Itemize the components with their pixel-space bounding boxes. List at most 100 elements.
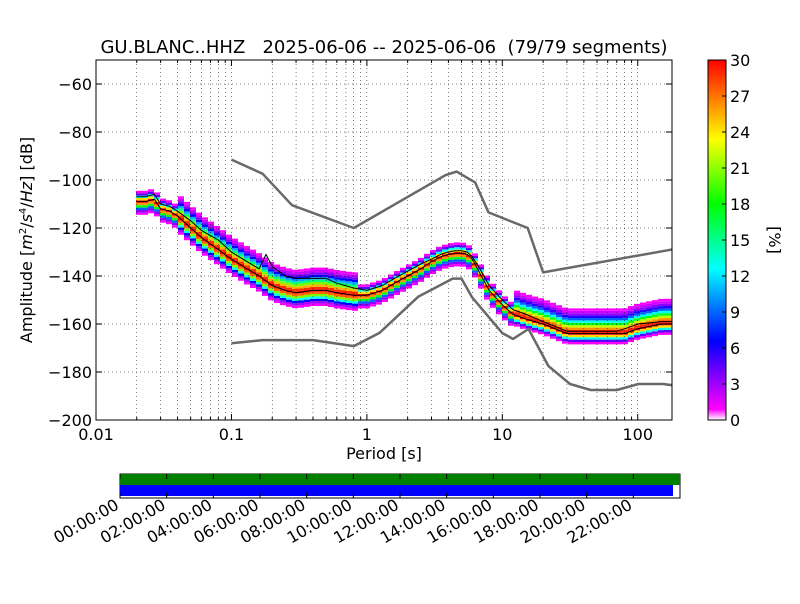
histogram-cell — [628, 327, 634, 331]
histogram-cell — [196, 248, 202, 252]
histogram-cell — [310, 296, 316, 299]
histogram-cell — [262, 283, 268, 287]
histogram-cell — [322, 267, 328, 270]
histogram-cell — [508, 318, 514, 321]
x-tick-label: 1 — [362, 425, 372, 444]
histogram-cell — [280, 285, 286, 289]
histogram-cell — [292, 298, 298, 301]
histogram-cell — [652, 314, 658, 317]
histogram-cell — [154, 204, 160, 207]
histogram-cell — [196, 246, 202, 249]
histogram-cell — [274, 278, 280, 282]
histogram-cell — [226, 251, 232, 254]
histogram-cell — [544, 305, 550, 308]
histogram-cell — [418, 257, 424, 261]
histogram-cell — [628, 339, 634, 343]
histogram-cell — [526, 302, 532, 305]
histogram-cell — [172, 225, 178, 228]
histogram-cell — [646, 327, 652, 331]
histogram-cell — [274, 271, 280, 275]
histogram-cell — [166, 202, 172, 206]
histogram-cell — [316, 298, 322, 302]
histogram-cell — [592, 315, 598, 318]
histogram-cell — [310, 294, 316, 297]
histogram-cell — [460, 259, 466, 262]
y-tick-label: −180 — [48, 363, 92, 382]
histogram-cell — [514, 321, 520, 325]
histogram-cell — [448, 245, 454, 248]
colorbar-label: [%] — [765, 226, 784, 254]
plot-background — [96, 60, 672, 420]
histogram-cell — [280, 293, 286, 296]
histogram-cell — [670, 325, 672, 328]
histogram-cell — [370, 301, 376, 305]
histogram-cell — [346, 278, 352, 282]
histogram-cell — [142, 207, 148, 210]
histogram-cell — [160, 220, 166, 223]
histogram-cell — [262, 286, 268, 289]
histogram-cell — [328, 299, 334, 303]
histogram-cell — [544, 333, 550, 337]
histogram-cell — [232, 250, 238, 254]
histogram-cell — [634, 318, 640, 321]
histogram-cell — [652, 316, 658, 320]
histogram-cell — [142, 190, 148, 194]
histogram-cell — [562, 326, 568, 330]
histogram-cell — [334, 294, 340, 297]
histogram-cell — [328, 292, 334, 296]
histogram-cell — [622, 329, 628, 333]
histogram-cell — [424, 265, 430, 269]
histogram-cell — [244, 282, 250, 285]
histogram-cell — [166, 219, 172, 222]
histogram-cell — [652, 321, 658, 325]
histogram-cell — [400, 282, 406, 285]
histogram-cell — [556, 331, 562, 335]
histogram-cell — [250, 283, 256, 286]
histogram-cell — [232, 245, 238, 249]
histogram-cell — [256, 277, 262, 280]
histogram-cell — [286, 282, 292, 286]
histogram-cell — [604, 322, 610, 326]
histogram-cell — [460, 245, 466, 248]
histogram-cell — [154, 211, 160, 214]
grid — [95, 60, 672, 420]
histogram-cell — [328, 275, 334, 279]
histogram-cell — [190, 231, 196, 234]
histogram-cell — [448, 255, 454, 258]
histogram-cell — [304, 270, 310, 274]
histogram-cell — [316, 286, 322, 290]
histogram-cell — [556, 336, 562, 339]
histogram-cell — [256, 257, 262, 261]
histogram-cell — [550, 314, 556, 318]
histogram-cell — [514, 324, 520, 327]
histogram-cell — [184, 233, 190, 236]
histogram-cell — [418, 277, 424, 280]
histogram-cell — [196, 236, 202, 240]
histogram-cell — [574, 327, 580, 330]
histogram-cell — [586, 337, 592, 340]
histogram-cell — [412, 273, 418, 276]
histogram-cell — [664, 301, 670, 304]
histogram-cell — [238, 261, 244, 264]
histogram-cell — [250, 261, 256, 265]
histogram-cell — [166, 212, 172, 215]
histogram-cell — [568, 339, 574, 342]
histogram-cell — [646, 332, 652, 335]
histogram-cell — [496, 307, 502, 310]
histogram-cell — [478, 266, 484, 270]
histogram-cell — [634, 315, 640, 319]
histogram-cell — [556, 317, 562, 320]
histogram-cell — [520, 326, 526, 329]
histogram-cell — [406, 286, 412, 289]
histogram-cell — [262, 271, 268, 275]
histogram-cell — [268, 295, 274, 298]
histogram-cell — [580, 322, 586, 326]
histogram-cell — [490, 300, 496, 303]
histogram-cell — [526, 309, 532, 312]
histogram-cell — [304, 280, 310, 283]
histogram-cell — [304, 294, 310, 298]
histogram-cell — [514, 302, 520, 306]
histogram-cell — [658, 332, 664, 335]
histogram-cell — [496, 297, 502, 300]
histogram-cell — [424, 258, 430, 262]
